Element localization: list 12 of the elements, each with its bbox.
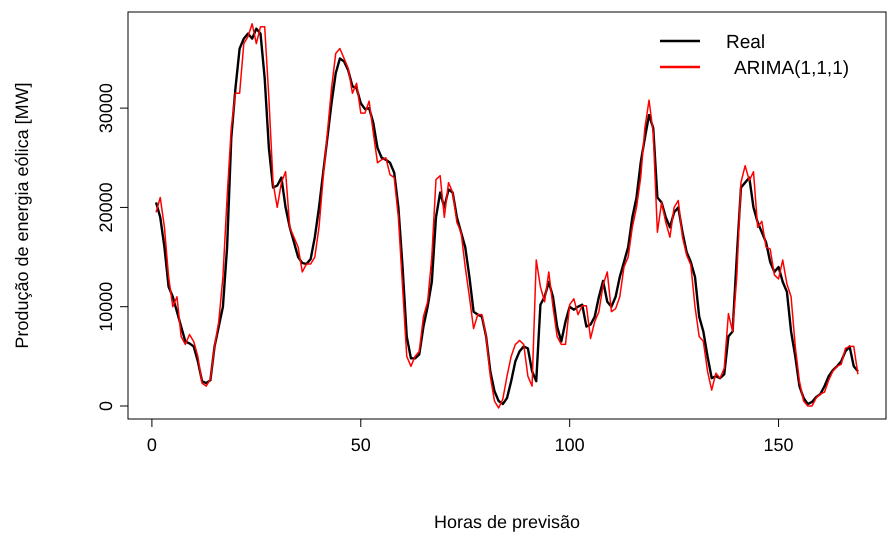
y-axis-title: Produção de energia eólica [MW] [12,82,32,349]
x-axis-title: Horas de previsão [434,512,580,532]
y-tick-label: 30000 [96,83,116,134]
y-tick-label: 20000 [96,182,116,232]
legend-label: Real [726,32,766,53]
x-tick-label: 50 [350,435,371,455]
x-tick-label: 0 [146,435,157,455]
x-tick-label: 150 [764,435,794,455]
y-tick-label: 10000 [96,282,116,332]
x-tick-label: 100 [554,435,585,455]
legend-label: ARIMA(1,1,1) [734,58,850,79]
y-tick-label: 0 [96,400,116,411]
